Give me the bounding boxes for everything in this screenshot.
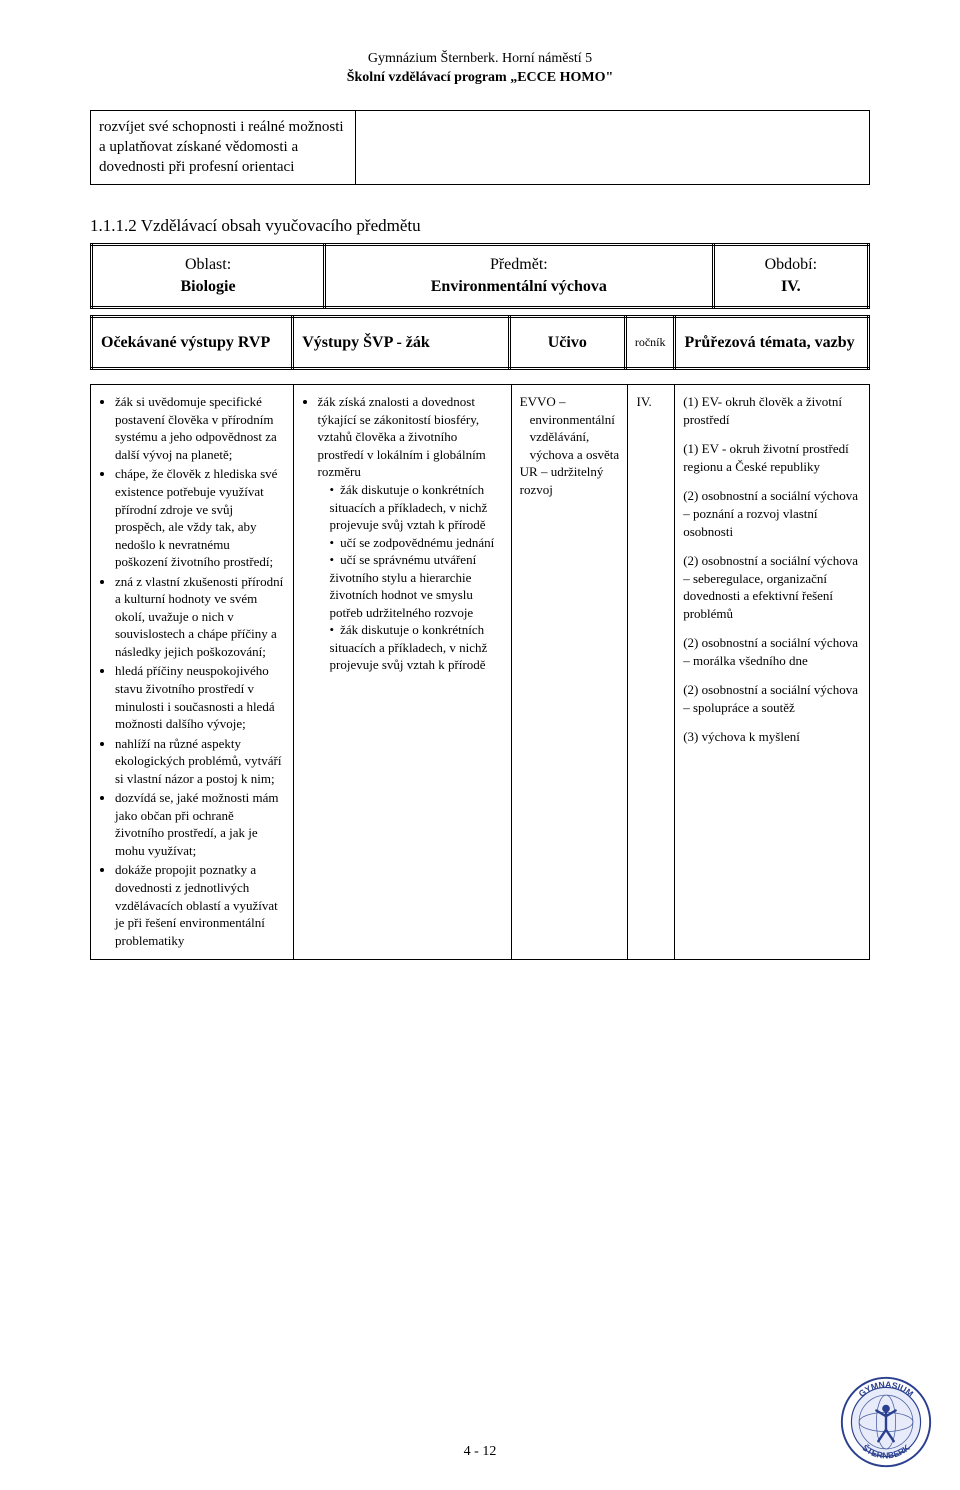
overview-obdobi-value: IV.: [725, 276, 857, 298]
content-col3-line1: EVVO –: [520, 393, 620, 411]
overview-table: Oblast: Biologie Předmět: Environmentáln…: [90, 243, 870, 308]
content-col2-main: žák získá znalosti a dovednost týkající …: [318, 393, 503, 674]
overview-predmet-value: Environmentální výchova: [336, 276, 702, 298]
header-line-2: Školní vzdělávací program „ECCE HOMO": [90, 69, 870, 88]
intro-cell-empty: [355, 110, 869, 184]
content-col2-main-text: žák získá znalosti a dovednost týkající …: [318, 394, 486, 479]
page-footer: 4 - 12: [0, 1443, 960, 1462]
content-col2-outer: žák získá znalosti a dovednost týkající …: [302, 393, 503, 674]
content-col2: žák získá znalosti a dovednost týkající …: [293, 385, 511, 960]
overview-predmet-label: Předmět:: [336, 254, 702, 276]
content-col5-paragraph: (1) EV- okruh člověk a životní prostředí: [683, 393, 861, 428]
intro-cell-text: rozvíjet své schopnosti i reálné možnost…: [91, 110, 356, 184]
content-col5-block: (1) EV- okruh člověk a životní prostředí…: [683, 393, 861, 746]
content-col1: žák si uvědomuje specifické postavení čl…: [91, 385, 294, 960]
content-col5-paragraph: (2) osobnostní a sociální výchova – spol…: [683, 681, 861, 716]
header-line-1: Gymnázium Šternberk. Horní náměstí 5: [90, 50, 870, 69]
content-col5-paragraph: (3) výchova k myšlení: [683, 728, 861, 746]
overview-oblast-value: Biologie: [103, 276, 313, 298]
content-col3: EVVO – environmentální vzdělávání, výcho…: [511, 385, 628, 960]
section-heading: 1.1.1.2 Vzdělávací obsah vyučovacího pře…: [90, 215, 870, 238]
overview-obdobi-label: Období:: [725, 254, 857, 276]
overview-oblast-label: Oblast:: [103, 254, 313, 276]
content-col2-subitem: učí se správnému utváření životního styl…: [330, 551, 503, 621]
colhdr-svp: Výstupy ŠVP - žák: [293, 316, 510, 369]
content-col2-subitem: učí se zodpovědnému jednání: [330, 534, 503, 552]
content-col2-subitem: žák diskutuje o konkrétních situacích a …: [330, 621, 503, 674]
page: Gymnázium Šternberk. Horní náměstí 5 Ško…: [0, 0, 960, 1040]
content-col3-line3: UR – udržitelný rozvoj: [520, 463, 620, 498]
colhdr-prurezova: Průřezová témata, vazby: [675, 316, 869, 369]
content-col5: (1) EV- okruh člověk a životní prostředí…: [675, 385, 870, 960]
content-col5-paragraph: (2) osobnostní a sociální výchova – sebe…: [683, 552, 861, 622]
content-col1-item: nahlíží na různé aspekty ekologických pr…: [115, 735, 285, 788]
overview-obdobi: Období: IV.: [713, 245, 868, 307]
content-table: žák si uvědomuje specifické postavení čl…: [90, 384, 870, 960]
content-col1-item: žák si uvědomuje specifické postavení čl…: [115, 393, 285, 463]
logo-svg: GYMNASIUM ŠTERNBERK: [838, 1374, 934, 1470]
content-col5-paragraph: (2) osobnostní a sociální výchova – morá…: [683, 634, 861, 669]
content-col1-item: hledá příčiny neuspokojivého stavu život…: [115, 662, 285, 732]
colhdr-ucivo: Učivo: [509, 316, 625, 369]
school-logo: GYMNASIUM ŠTERNBERK: [838, 1374, 934, 1476]
content-col1-item: chápe, že člověk z hlediska své existenc…: [115, 465, 285, 570]
content-col1-item: dokáže propojit poznatky a dovednosti z …: [115, 861, 285, 949]
column-header-table: Očekávané výstupy RVP Výstupy ŠVP - žák …: [90, 315, 870, 371]
intro-table: rozvíjet své schopnosti i reálné možnost…: [90, 110, 870, 185]
content-col5-paragraph: (2) osobnostní a sociální výchova – pozn…: [683, 487, 861, 540]
overview-oblast: Oblast: Biologie: [92, 245, 325, 307]
content-col2-sublist: žák diskutuje o konkrétních situacích a …: [318, 481, 503, 674]
content-col5-paragraph: (1) EV - okruh životní prostředí regionu…: [683, 440, 861, 475]
overview-predmet: Předmět: Environmentální výchova: [325, 245, 714, 307]
colhdr-rvp: Očekávané výstupy RVP: [92, 316, 293, 369]
document-header: Gymnázium Šternberk. Horní náměstí 5 Ško…: [90, 50, 870, 88]
content-col2-subitem: žák diskutuje o konkrétních situacích a …: [330, 481, 503, 534]
content-col1-list: žák si uvědomuje specifické postavení čl…: [99, 393, 285, 949]
content-col3-line2: environmentální vzdělávání, výchova a os…: [520, 411, 620, 464]
content-col1-item: zná z vlastní zkušenosti přírodní a kult…: [115, 573, 285, 661]
colhdr-rocnik: ročník: [625, 316, 675, 369]
content-col4: IV.: [628, 385, 675, 960]
content-col1-item: dozvídá se, jaké možnosti mám jako občan…: [115, 789, 285, 859]
